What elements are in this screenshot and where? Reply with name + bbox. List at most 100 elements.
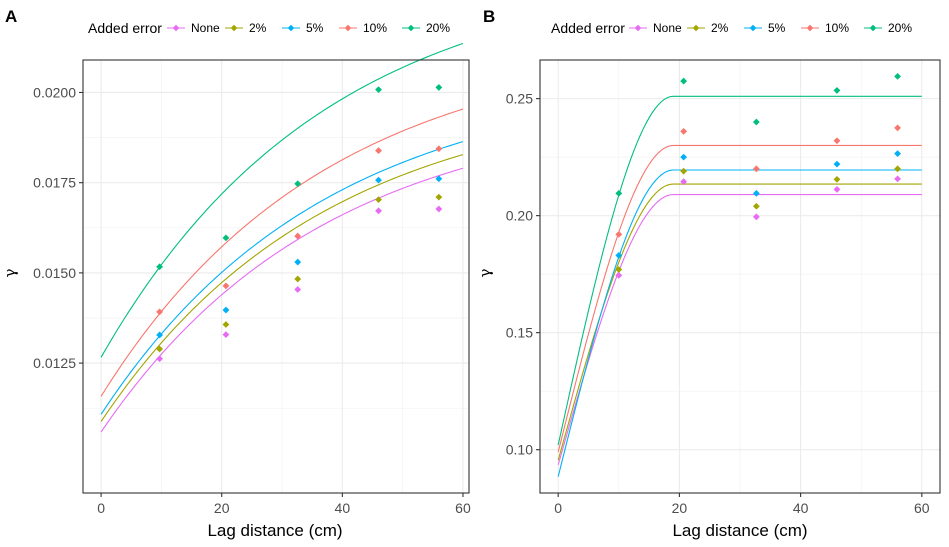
panel-a-y-tick-label: 0.0175 <box>33 175 76 191</box>
panel-b-legend-key-marker <box>634 24 642 32</box>
panel-a-point-10pct <box>375 147 382 154</box>
panel-b-x-tick-label: 0 <box>554 500 562 516</box>
panel-b-panel-border <box>539 59 941 494</box>
panel-b-x-tick-label: 20 <box>672 500 688 516</box>
panel-b-x-tick-label: 40 <box>793 500 809 516</box>
panel-a-legend-key-marker <box>230 24 238 32</box>
panel-b-y-tick-label: 0.15 <box>506 325 533 341</box>
panel-b-x-axis-title: Lag distance (cm) <box>672 521 807 540</box>
panel-a-point-5pct <box>294 258 302 266</box>
panel-b-point-10pct <box>680 127 688 135</box>
panel-a-point-5pct <box>156 331 163 339</box>
panel-a-legend-item-20pct: 20% <box>402 21 450 35</box>
panel-b-point-10pct <box>752 165 760 173</box>
panel-b-y-tick-label: 0.20 <box>506 208 533 224</box>
panel-a-legend-item-none: None <box>167 21 220 35</box>
panel-a-tag: A <box>5 7 17 26</box>
panel-b-legend-item-none: None <box>629 21 682 35</box>
panel-b-legend-label: 2% <box>711 21 729 35</box>
panel-a-point-10pct <box>156 308 163 316</box>
panel-a-point-2pct <box>435 193 443 201</box>
panel-a-x-tick-label: 40 <box>335 500 351 516</box>
panel-b-legend-key-marker <box>749 24 757 32</box>
panel-b-legend-key-marker <box>869 24 877 32</box>
panel-b-tag: B <box>483 7 495 26</box>
panel-a-point-none <box>156 355 163 363</box>
panel-b-point-2pct <box>680 167 688 175</box>
panel-a-x-tick-label: 60 <box>455 500 471 516</box>
panel-a-y-tick-label: 0.0150 <box>33 265 76 281</box>
panel-b-point-2pct <box>833 175 841 183</box>
panel-a-point-20pct <box>222 234 230 242</box>
panel-a-legend-label: 10% <box>363 21 387 35</box>
panel-b-legend-item-10pct: 10% <box>801 21 849 35</box>
panel-a-fit-line-20pct <box>100 42 464 358</box>
panel-b-points <box>615 72 901 279</box>
panel-b-point-5pct <box>680 153 688 161</box>
panel-b-point-2pct <box>894 165 901 173</box>
panel-b-point-2pct <box>615 266 623 273</box>
panel-a-point-2pct <box>294 275 302 283</box>
panel-a-legend-label: 2% <box>249 21 267 35</box>
panel-b-point-20pct <box>833 87 841 94</box>
panel-b-point-none <box>833 186 841 193</box>
panel-a-x-tick-label: 20 <box>214 500 230 516</box>
panel-a-legend-key-marker <box>407 24 415 32</box>
panel-b-chart: 0 20 40 60 0.10 0.15 0.20 0.25 <box>506 59 941 516</box>
panel-b-legend-title: Added error <box>551 20 625 36</box>
panel-b-fit-line-2pct <box>557 183 922 461</box>
panel-b-point-5pct <box>615 252 623 259</box>
panel-a-point-5pct <box>375 176 382 184</box>
panel-a-point-none <box>294 286 302 293</box>
panel-a-chart: 0 20 40 60 0.0125 0.0150 0.0175 0.0200 <box>33 42 471 516</box>
panel-a-point-2pct <box>222 321 230 328</box>
panel-b-legend-label: 20% <box>888 21 912 35</box>
panel-a-point-5pct <box>435 175 443 183</box>
panel-b-legend-items: None 2% 5% 10% 20% <box>629 21 912 35</box>
panel-b-legend: Added error None 2% 5% 10% 20% <box>551 20 912 36</box>
panel-b-point-5pct <box>752 190 760 197</box>
panel-b-x-tick-label: 60 <box>914 500 930 516</box>
panel-a-point-none <box>435 205 443 213</box>
panel-b-y-tick-label: 0.25 <box>506 91 533 107</box>
panel-a-panel-border <box>82 59 470 494</box>
panel-b-y-axis-title: γ <box>476 268 494 277</box>
panel-b-point-20pct <box>615 190 623 197</box>
panel-a-point-10pct <box>435 145 443 153</box>
panel-b-legend-label: 5% <box>768 21 786 35</box>
panel-a-point-20pct <box>294 180 302 188</box>
panel-b: B Added error None 2% 5% 10% 20% 0 20 40 60 0.10… <box>476 7 941 540</box>
panel-b-legend-item-20pct: 20% <box>864 21 912 35</box>
panel-a-legend-items: None 2% 5% 10% 20% <box>167 21 450 35</box>
panel-a-legend-label: 5% <box>306 21 324 35</box>
panel-a-point-2pct <box>375 196 382 204</box>
panel-a-y-axis-title: γ <box>1 268 19 277</box>
panel-a-x-axis-title: Lag distance (cm) <box>207 521 342 540</box>
panel-b-point-10pct <box>833 137 841 145</box>
panel-b-point-none <box>752 213 760 221</box>
panel-b-legend-label: None <box>653 21 682 35</box>
panel-b-point-20pct <box>894 72 901 80</box>
panel-b-point-none <box>894 175 901 183</box>
panel-a-axis-ticks: 0 20 40 60 0.0125 0.0150 0.0175 0.0200 <box>33 84 471 516</box>
panel-a-y-tick-label: 0.0125 <box>33 355 76 371</box>
panel-b-point-none <box>680 178 688 186</box>
panel-a-legend-label: 20% <box>426 21 450 35</box>
panel-b-legend-item-2pct: 2% <box>687 21 729 35</box>
panel-a-legend-label: None <box>191 21 220 35</box>
panel-b-point-10pct <box>615 230 623 238</box>
panel-a-y-tick-label: 0.0200 <box>33 84 76 100</box>
panel-a-legend-item-10pct: 10% <box>339 21 387 35</box>
panel-a-legend-title: Added error <box>88 20 162 36</box>
panel-a-legend: Added error None 2% 5% 10% 20% <box>88 20 450 36</box>
panel-b-legend-label: 10% <box>825 21 849 35</box>
panel-a-point-20pct <box>156 263 163 271</box>
panel-a-point-10pct <box>294 232 302 240</box>
panel-a-point-20pct <box>435 84 443 91</box>
panel-a-point-none <box>222 331 230 338</box>
panel-b-legend-key-marker <box>806 24 814 32</box>
panel-a-points <box>156 84 443 363</box>
panel-a-fit-line-2pct <box>100 154 464 422</box>
panel-b-axis-ticks: 0 20 40 60 0.10 0.15 0.20 0.25 <box>506 91 930 516</box>
panel-b-legend-key-marker <box>692 24 700 32</box>
